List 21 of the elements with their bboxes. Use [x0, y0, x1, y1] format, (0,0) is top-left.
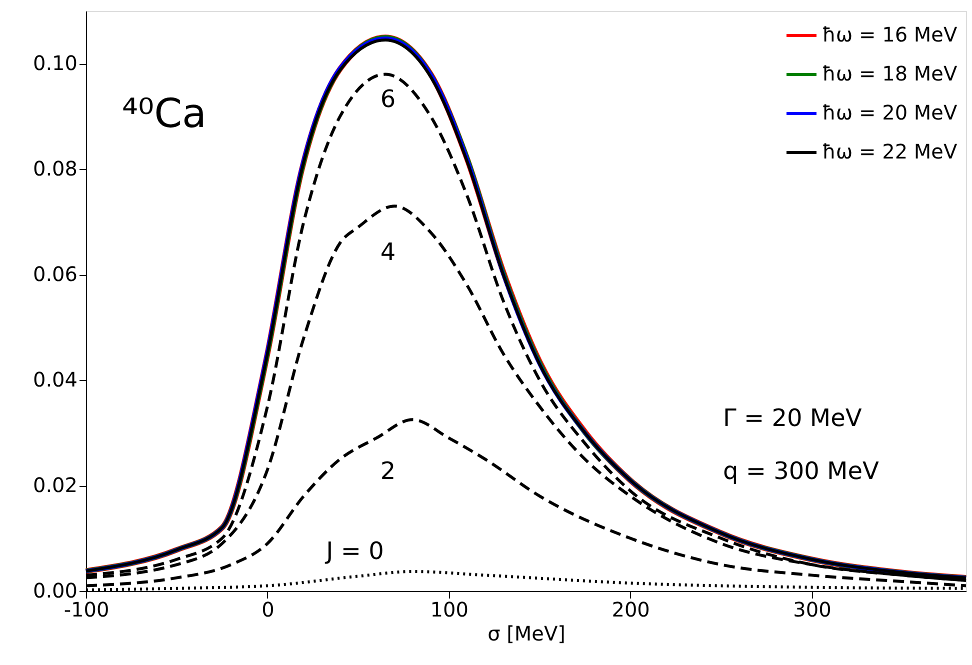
- legend-label: ħω = 18 MeV: [822, 62, 958, 86]
- x-tick-label: 100: [430, 598, 468, 622]
- y-tick-label: 0.02: [32, 473, 78, 498]
- annotation: 6: [380, 85, 396, 113]
- legend-label: ħω = 22 MeV: [822, 140, 958, 164]
- annotation: ⁴⁰Ca: [122, 91, 207, 137]
- x-tick-label: 0: [262, 598, 274, 622]
- x-tick-label: 200: [612, 598, 650, 622]
- y-tick-label: 0.10: [32, 51, 78, 76]
- annotation: Γ = 20 MeV: [723, 404, 862, 432]
- annotation: 2: [380, 457, 396, 485]
- y-tick-label: 0.08: [32, 156, 78, 181]
- x-tick-label: 300: [793, 598, 832, 622]
- y-tick-label: 0.06: [32, 262, 78, 286]
- x-axis-title: σ [MeV]: [488, 622, 566, 646]
- legend-label: ħω = 16 MeV: [822, 22, 958, 46]
- y-tick-label: 0.04: [32, 368, 78, 392]
- annotation: q = 300 MeV: [723, 457, 880, 485]
- legend-label: ħω = 20 MeV: [822, 100, 958, 124]
- annotation: J = 0: [324, 537, 384, 565]
- annotation: 4: [380, 238, 396, 266]
